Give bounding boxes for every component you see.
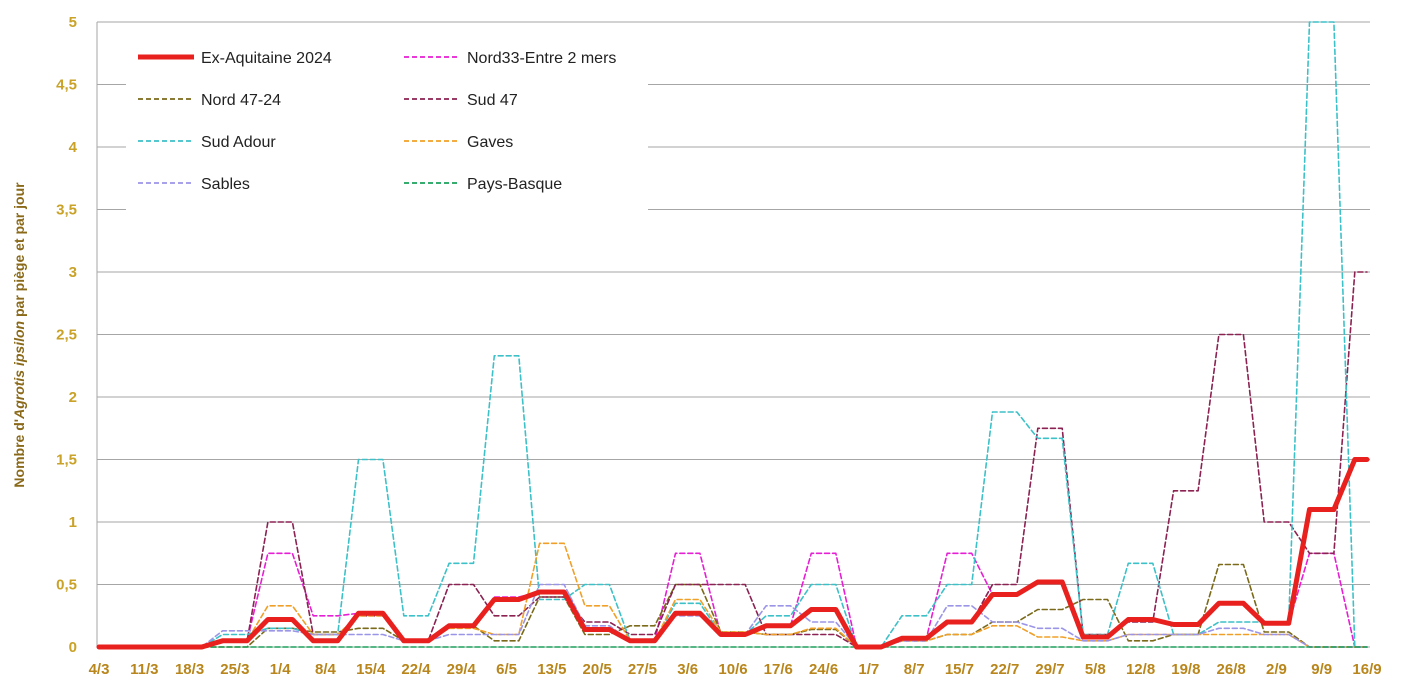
x-tick-label: 22/7 — [990, 661, 1019, 678]
legend-label-2: Nord 47-24 — [201, 92, 281, 109]
y-tick-label: 4 — [69, 139, 78, 156]
y-tick-label: 0,5 — [56, 577, 77, 594]
y-axis-label: Nombre d'Agrotis ipsilon par piège et pa… — [11, 182, 27, 488]
y-tick-label: 3 — [69, 264, 77, 281]
x-tick-label: 6/5 — [496, 661, 517, 678]
x-tick-label: 24/6 — [809, 661, 838, 678]
x-tick-label: 1/4 — [270, 661, 292, 678]
legend-label-7: Pays-Basque — [467, 176, 562, 193]
x-tick-label: 8/7 — [904, 661, 925, 678]
y-tick-label: 1,5 — [56, 452, 77, 469]
legend-label-5: Gaves — [467, 134, 513, 151]
y-tick-label: 2 — [69, 389, 77, 406]
x-tick-label: 19/8 — [1171, 661, 1200, 678]
y-tick-label: 1 — [69, 514, 77, 531]
legend-label-3: Sud 47 — [467, 92, 518, 109]
legend-label-6: Sables — [201, 176, 250, 193]
x-tick-label: 15/4 — [356, 661, 386, 678]
x-tick-label: 2/9 — [1266, 661, 1287, 678]
y-tick-label: 3,5 — [56, 202, 77, 219]
y-tick-label: 2,5 — [56, 327, 77, 344]
x-tick-label: 4/3 — [89, 661, 110, 678]
series-line-6 — [98, 583, 1368, 648]
x-tick-label: 16/9 — [1352, 661, 1381, 678]
x-tick-label: 15/7 — [945, 661, 974, 678]
x-tick-label: 18/3 — [175, 661, 204, 678]
legend-background — [126, 38, 648, 210]
y-tick-label: 0 — [69, 639, 77, 656]
x-tick-label: 29/7 — [1035, 661, 1064, 678]
y-tick-label: 5 — [69, 14, 77, 31]
legend: Ex-Aquitaine 2024 Nord33-Entre 2 mers Nord… — [138, 50, 616, 193]
series-line-3 — [98, 271, 1368, 648]
series-line-0 — [96, 457, 1370, 650]
x-tick-label: 5/8 — [1085, 661, 1106, 678]
y-axis-label-species: Agrotis ipsilon — [11, 321, 27, 420]
x-tick-label: 9/9 — [1311, 661, 1332, 678]
x-tick-label: 1/7 — [858, 661, 879, 678]
x-tick-label: 8/4 — [315, 661, 337, 678]
x-tick-label: 3/6 — [677, 661, 698, 678]
y-axis-label-prefix: Nombre d' — [11, 419, 27, 488]
x-tick-label: 17/6 — [764, 661, 793, 678]
series-lines — [96, 21, 1370, 650]
legend-label-4: Sud Adour — [201, 134, 276, 151]
x-tick-label: 10/6 — [718, 661, 747, 678]
x-tick-label: 11/3 — [130, 661, 158, 678]
x-tick-label: 27/5 — [628, 661, 657, 678]
y-axis-label-suffix: par piège et par jour — [11, 182, 27, 321]
x-tick-label: 20/5 — [583, 661, 612, 678]
y-tick-label: 4,5 — [56, 77, 77, 94]
legend-label-0: Ex-Aquitaine 2024 — [201, 50, 332, 67]
x-tick-label: 22/4 — [401, 661, 431, 678]
x-tick-label: 26/8 — [1217, 661, 1246, 678]
x-tick-label: 13/5 — [537, 661, 566, 678]
x-tick-label: 12/8 — [1126, 661, 1155, 678]
x-tick-label: 25/3 — [220, 661, 249, 678]
x-tick-label: 29/4 — [447, 661, 477, 678]
legend-label-1: Nord33-Entre 2 mers — [467, 50, 616, 67]
